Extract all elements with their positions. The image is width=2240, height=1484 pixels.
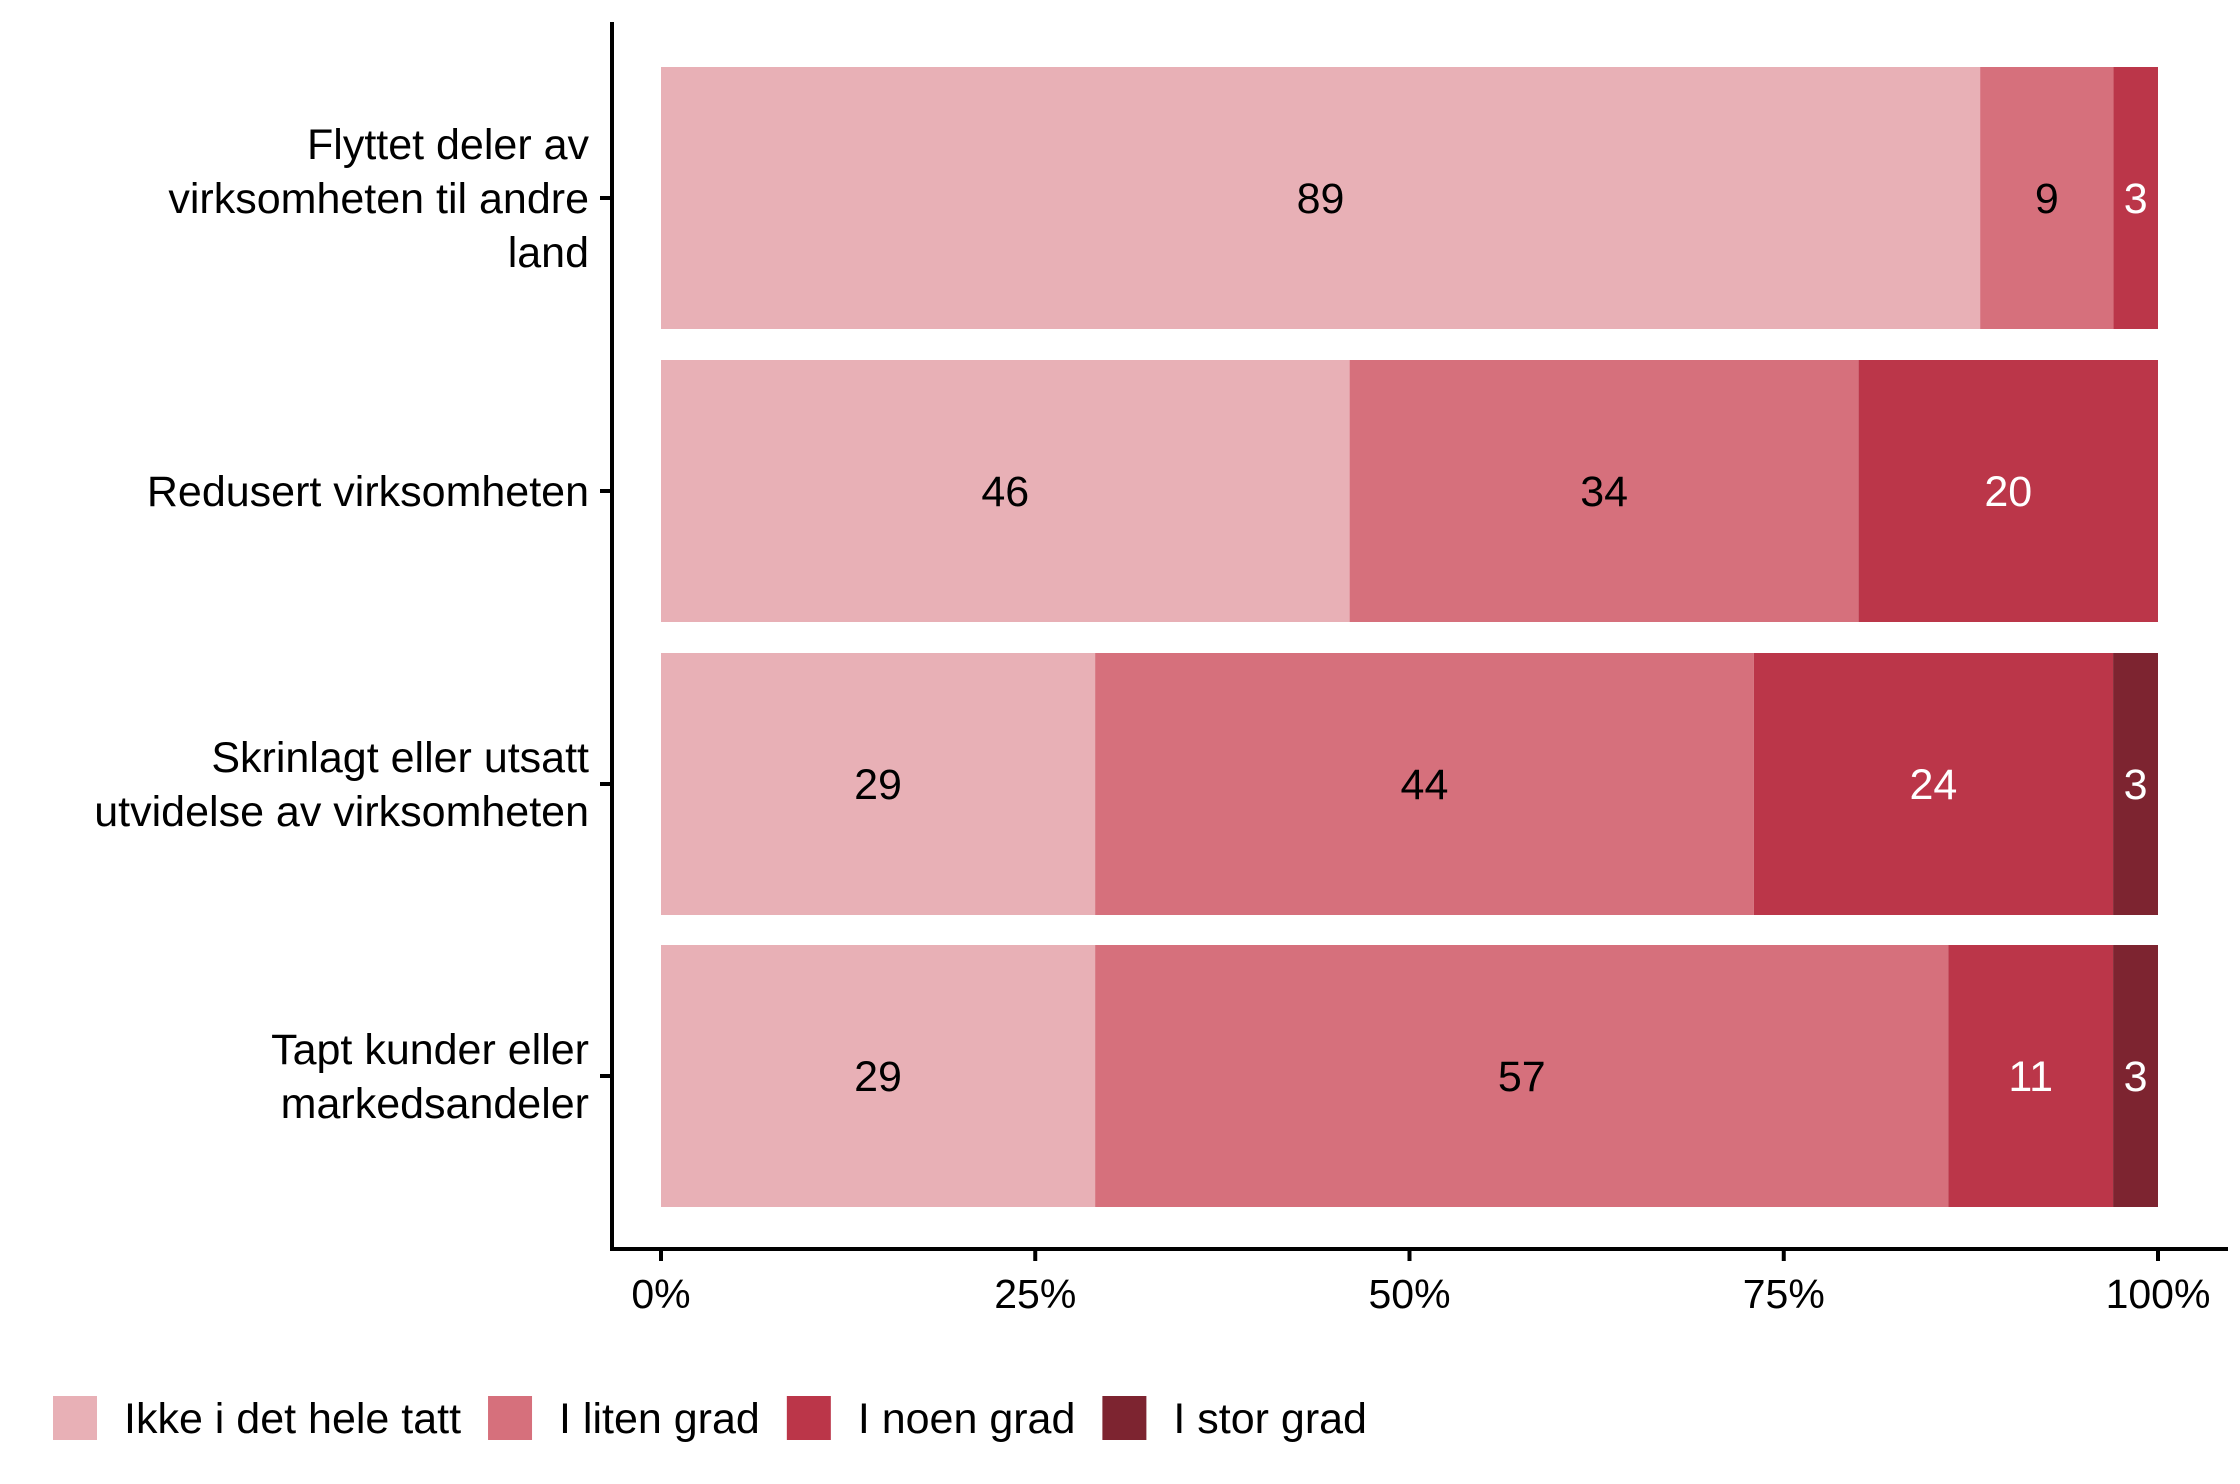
legend-key <box>786 1396 831 1440</box>
bar-segment <box>1095 653 1754 915</box>
y-tick-label: utvidelse av virksomheten <box>94 788 589 836</box>
legend-label: Ikke i det hele tatt <box>124 1395 461 1443</box>
data-label: 57 <box>1498 1053 1546 1101</box>
bar-segment <box>661 945 1096 1207</box>
x-axis-ticks: 0% 25% 50% 75% 100% <box>631 1249 2210 1317</box>
data-label: 3 <box>2124 761 2148 809</box>
y-tick-label: land <box>508 229 589 277</box>
bar-segment <box>1980 67 2114 329</box>
bar-segment <box>1858 360 2158 622</box>
bar-segment <box>1095 945 1949 1207</box>
bar-segment <box>661 653 1096 915</box>
legend: Ikke i det hele tatt I liten grad I noen g… <box>53 1395 1367 1443</box>
data-label: 89 <box>1297 175 1345 223</box>
x-tick-label: 100% <box>2106 1271 2211 1317</box>
bar-segment <box>1753 653 2114 915</box>
bar-segment <box>2113 945 2158 1207</box>
y-tick-label: Flyttet deler av <box>307 121 589 169</box>
data-label: 3 <box>2124 1053 2148 1101</box>
legend-key <box>53 1396 97 1440</box>
data-label: 9 <box>2035 175 2059 223</box>
data-label: 3 <box>2124 175 2148 223</box>
bar-segment <box>2113 67 2158 329</box>
y-tick-label: Tapt kunder eller <box>271 1026 589 1074</box>
legend-label: I stor grad <box>1173 1395 1367 1443</box>
y-tick-label: markedsandeler <box>281 1080 589 1128</box>
bar-segment <box>661 67 1981 329</box>
bar-segment <box>661 360 1350 622</box>
y-axis-labels: Flyttet deler av virksomheten til andre la… <box>94 121 612 1128</box>
y-tick-label: Skrinlagt eller utsatt <box>211 734 589 782</box>
data-label: 24 <box>1910 761 1958 809</box>
x-tick-label: 50% <box>1368 1271 1450 1317</box>
data-label: 46 <box>981 468 1029 516</box>
y-tick-label: Redusert virksomheten <box>147 468 589 516</box>
data-label: 29 <box>854 1053 902 1101</box>
data-label: 11 <box>2008 1053 2053 1101</box>
data-label: 29 <box>854 761 902 809</box>
legend-label: I liten grad <box>559 1395 760 1443</box>
data-label: 20 <box>1984 468 2032 516</box>
data-label: 44 <box>1401 761 1449 809</box>
legend-label: I noen grad <box>858 1395 1076 1443</box>
x-tick-label: 75% <box>1743 1271 1825 1317</box>
legend-key <box>488 1396 533 1440</box>
bar-segment <box>1349 360 1859 622</box>
bar-segment <box>2113 653 2158 915</box>
legend-key <box>1102 1396 1147 1440</box>
x-tick-label: 0% <box>631 1271 690 1317</box>
bar-segment <box>1948 945 2114 1207</box>
data-label: 34 <box>1580 468 1628 516</box>
x-tick-label: 25% <box>994 1271 1076 1317</box>
bars: 89 9 3 46 34 20 29 44 24 3 29 57 11 3 <box>661 67 2158 1207</box>
y-tick-label: virksomheten til andre <box>168 175 589 223</box>
